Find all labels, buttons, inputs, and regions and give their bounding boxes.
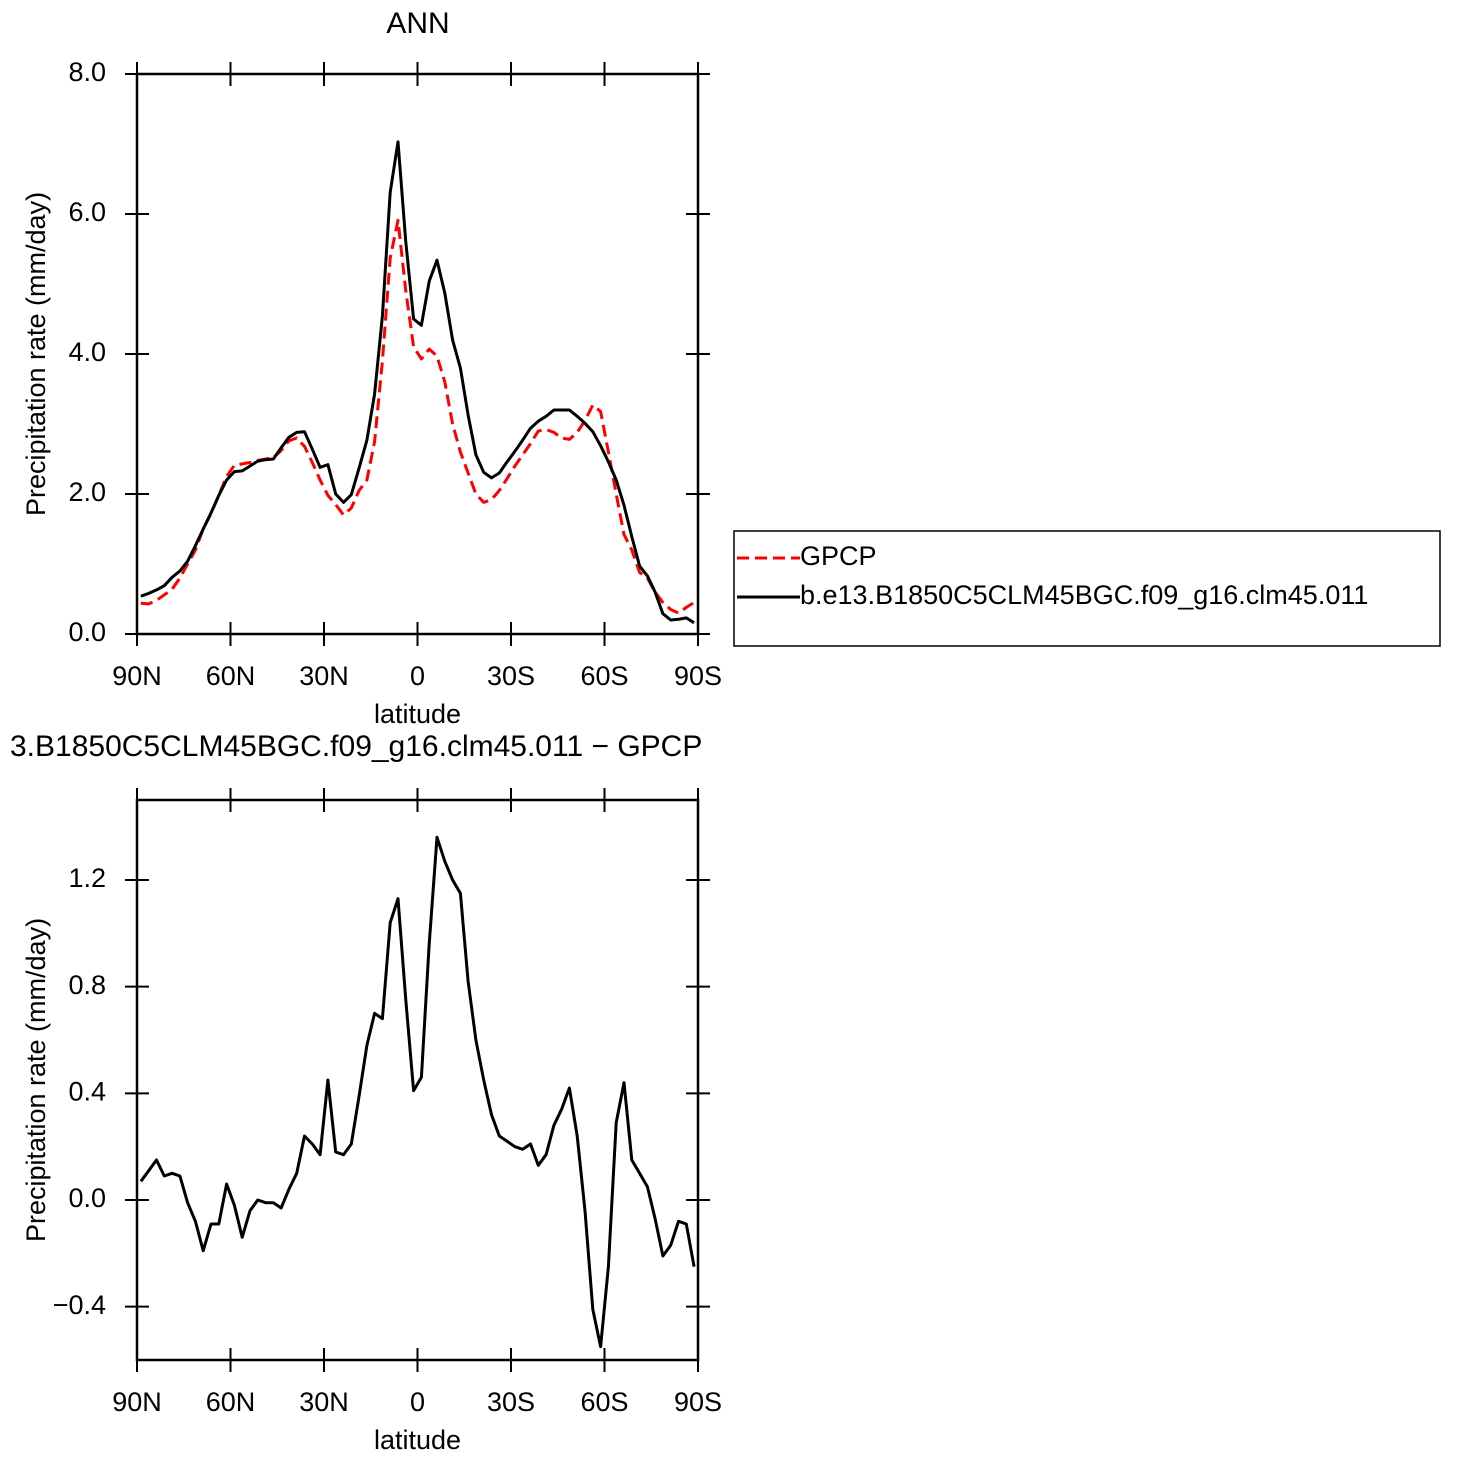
y-tick-label: 0.0: [68, 617, 106, 647]
x-tick-label: 0: [410, 661, 425, 691]
x-tick-label: 60S: [580, 661, 628, 691]
y-tick-label: 2.0: [68, 477, 106, 507]
chart-title: ANN: [386, 7, 449, 40]
y-tick-label: 6.0: [68, 197, 106, 227]
chart-title: 3.B1850C5CLM45BGC.f09_g16.clm45.011 − GP…: [10, 730, 702, 763]
x-tick-label: 90S: [674, 661, 722, 691]
data-line: [140, 218, 695, 615]
y-tick-label: 4.0: [68, 337, 106, 367]
y-tick-label: 1.2: [68, 863, 106, 893]
y-axis-label: Precipitation rate (mm/day): [21, 918, 51, 1242]
x-tick-label: 90N: [112, 661, 162, 691]
x-tick-label: 30N: [299, 661, 349, 691]
x-tick-label: 30S: [487, 1387, 535, 1417]
legend-box: [733, 530, 1441, 647]
x-tick-label: 90N: [112, 1387, 162, 1417]
plot-frame: [135, 72, 700, 636]
x-tick-label: 60N: [206, 1387, 256, 1417]
x-axis-label: latitude: [374, 1425, 461, 1455]
x-tick-label: 30N: [299, 1387, 349, 1417]
plot-frame: [135, 798, 700, 1362]
legend-label: b.e13.B1850C5CLM45BGC.f09_g16.clm45.011: [800, 580, 1368, 610]
data-line: [139, 835, 696, 1349]
y-tick-label: 0.8: [68, 970, 106, 1000]
data-line: [140, 140, 695, 625]
x-axis-label: latitude: [374, 699, 461, 729]
legend-label: GPCP: [800, 541, 877, 571]
y-tick-label: 0.4: [68, 1076, 106, 1106]
x-tick-label: 0: [410, 1387, 425, 1417]
y-tick-label: 8.0: [68, 57, 106, 87]
x-tick-label: 90S: [674, 1387, 722, 1417]
x-tick-label: 60S: [580, 1387, 628, 1417]
y-tick-label: −0.4: [53, 1290, 106, 1320]
x-tick-label: 30S: [487, 661, 535, 691]
y-tick-label: 0.0: [68, 1183, 106, 1213]
x-tick-label: 60N: [206, 661, 256, 691]
y-axis-label: Precipitation rate (mm/day): [21, 192, 51, 516]
